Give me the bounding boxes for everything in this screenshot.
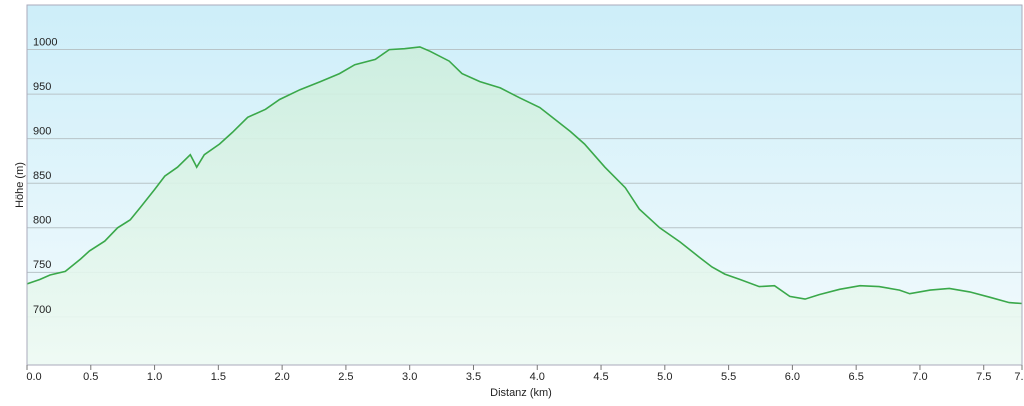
x-tick-label: 4.5 xyxy=(593,371,608,383)
x-tick-label: 6.0 xyxy=(785,371,800,383)
x-tick-label: 5.5 xyxy=(721,371,736,383)
x-tick-label: 1.5 xyxy=(211,371,226,383)
x-axis-title: Distanz (km) xyxy=(490,387,552,399)
plot-border xyxy=(26,4,1023,366)
x-tick-label: 7.5 xyxy=(976,371,991,383)
x-tick-label: 7.0 xyxy=(912,371,927,383)
x-tick-label: 0.5 xyxy=(83,371,98,383)
y-tick-label: 1000 xyxy=(33,36,57,48)
y-tick-label: 900 xyxy=(33,126,51,138)
y-tick-label: 800 xyxy=(33,215,51,227)
y-tick-label: 850 xyxy=(33,170,51,182)
x-tick-label: 3.5 xyxy=(466,371,481,383)
x-tick-label: 7.8 xyxy=(1014,371,1024,383)
x-tick-label: 4.0 xyxy=(530,371,545,383)
x-tick-label: 2.0 xyxy=(274,371,289,383)
y-tick-label: 700 xyxy=(33,304,51,316)
x-tick-label: 6.5 xyxy=(849,371,864,383)
y-tick-label: 750 xyxy=(33,259,51,271)
x-tick-label: 1.0 xyxy=(147,371,162,383)
x-tick-label: 0.0 xyxy=(26,371,41,383)
x-tick-label: 5.0 xyxy=(657,371,672,383)
x-tick-label: 2.5 xyxy=(338,371,353,383)
elevation-line xyxy=(26,46,1023,305)
x-tick-label: 3.0 xyxy=(402,371,417,383)
y-axis-title: Höhe (m) xyxy=(14,162,26,208)
area-fill xyxy=(27,46,1022,366)
y-tick-label: 950 xyxy=(33,81,51,93)
